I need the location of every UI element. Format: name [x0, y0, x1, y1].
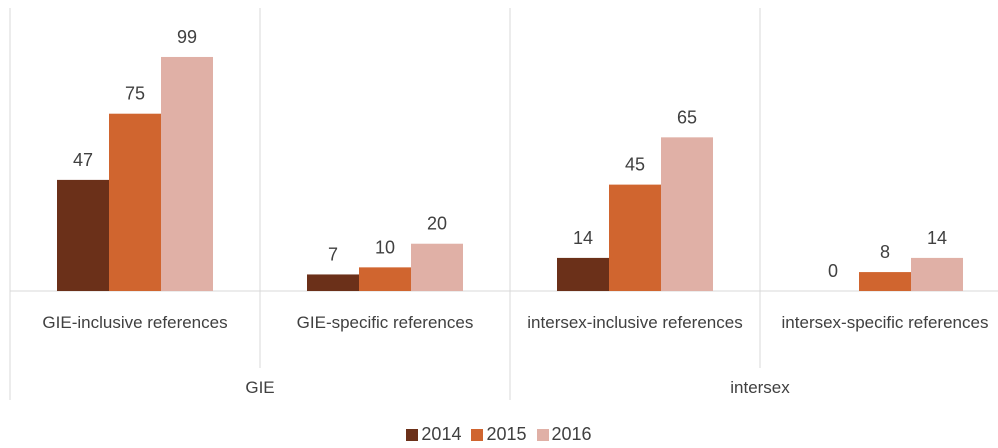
data-label: 75 — [125, 84, 145, 104]
legend-item: 2015 — [471, 424, 527, 445]
bar — [109, 113, 161, 291]
legend-label: 2015 — [486, 424, 527, 444]
bar — [859, 272, 911, 291]
data-label: 45 — [625, 155, 645, 175]
bar — [307, 274, 359, 291]
legend: 2014 2015 2016 — [0, 424, 998, 445]
legend-swatch — [471, 428, 484, 441]
legend-item: 2016 — [536, 424, 592, 445]
x-tick-label: intersex-inclusive references — [527, 313, 743, 332]
bar — [661, 137, 713, 291]
group-label: intersex — [730, 378, 790, 397]
legend-label: 2016 — [551, 424, 592, 444]
legend-swatch — [406, 428, 419, 441]
bar — [609, 184, 661, 291]
bar — [161, 56, 213, 291]
data-label: 8 — [880, 242, 890, 262]
legend-swatch — [536, 428, 549, 441]
data-label: 47 — [73, 150, 93, 170]
data-label: 20 — [427, 214, 447, 234]
legend-label: 2014 — [421, 424, 462, 444]
group-label: GIE — [245, 378, 275, 397]
data-label: 10 — [375, 237, 395, 257]
x-tick-label: GIE-inclusive references — [42, 313, 228, 332]
data-label: 14 — [927, 228, 947, 248]
x-tick-label: GIE-specific references — [296, 313, 474, 332]
data-label: 65 — [677, 107, 697, 127]
data-label: 7 — [328, 244, 338, 264]
bar — [411, 243, 463, 291]
data-label: 99 — [177, 27, 197, 47]
bar — [911, 257, 963, 291]
bar — [557, 257, 609, 291]
legend-item: 2014 — [406, 424, 461, 445]
bar — [359, 267, 411, 291]
data-label: 14 — [573, 228, 593, 248]
x-tick-label: intersex-specific references — [781, 313, 989, 332]
data-label: 0 — [828, 261, 838, 281]
bar — [57, 179, 109, 291]
